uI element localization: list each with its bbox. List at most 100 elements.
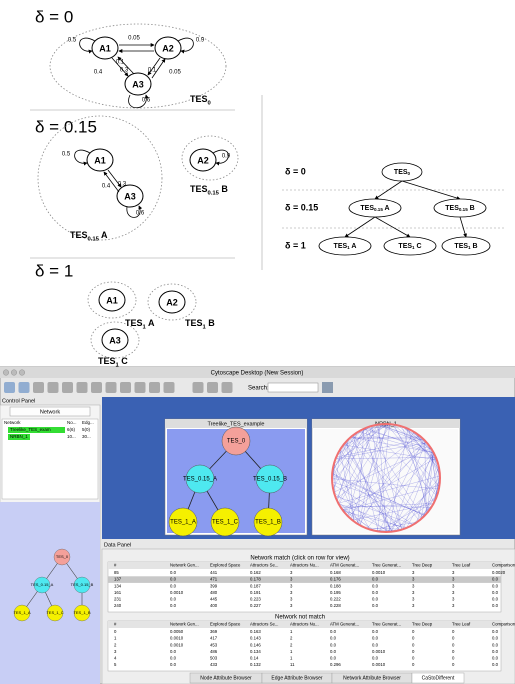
- table-cell[interactable]: 0.162: [250, 570, 261, 575]
- graph-node[interactable]: [185, 464, 215, 494]
- random-edge: [333, 423, 388, 464]
- table-cell[interactable]: 0.0: [492, 603, 499, 608]
- table-cell[interactable]: 3: [290, 597, 293, 602]
- list-highlight[interactable]: [8, 427, 65, 433]
- table-cell[interactable]: 3: [290, 583, 293, 588]
- table-cell: 5: [114, 662, 117, 667]
- table-cell[interactable]: 0.0: [492, 577, 499, 582]
- edge-weight: 0.6: [142, 98, 151, 104]
- table-cell[interactable]: 0.0020: [492, 570, 506, 575]
- state-node: [154, 36, 182, 60]
- table-cell[interactable]: 0.0: [372, 597, 379, 602]
- table-cell[interactable]: 0.195: [330, 590, 341, 595]
- table-cell[interactable]: 0.0: [372, 577, 379, 582]
- label-base: TES: [398, 243, 412, 250]
- label-suffix: B: [471, 243, 478, 250]
- table-cell: 0.0: [170, 656, 177, 661]
- table-cell[interactable]: 3: [452, 570, 455, 575]
- table-cell[interactable]: 3: [412, 583, 415, 588]
- table-cell[interactable]: 0.176: [330, 577, 341, 582]
- edge-weight: 0.5: [62, 152, 71, 158]
- browser-tab[interactable]: [411, 672, 465, 684]
- column-header: #: [114, 563, 117, 568]
- random-edge: [332, 424, 384, 482]
- table-cell[interactable]: 0.0: [170, 577, 177, 582]
- random-edge: [336, 424, 377, 456]
- table-cell[interactable]: 0.178: [250, 577, 261, 582]
- table-cell[interactable]: 240: [114, 603, 122, 608]
- table-cell[interactable]: 445: [210, 597, 218, 602]
- table-cell[interactable]: 3: [412, 603, 415, 608]
- table-cell[interactable]: 0.0: [372, 590, 379, 595]
- table-cell[interactable]: 137: [114, 577, 122, 582]
- table-cell[interactable]: 3: [290, 590, 293, 595]
- table-cell[interactable]: 0.0: [492, 583, 499, 588]
- graph-node-label: TES_1_C: [212, 520, 239, 526]
- table-cell[interactable]: 3: [452, 577, 455, 582]
- window-title: Cytoscape Desktop (New Session): [211, 371, 304, 377]
- random-edge: [350, 424, 389, 520]
- toolbar-icon: [76, 382, 88, 393]
- random-edge: [358, 431, 435, 454]
- table-cell[interactable]: 0.188: [330, 583, 341, 588]
- table: [107, 620, 502, 672]
- table-cell: 0.0: [492, 656, 499, 661]
- table-cell[interactable]: 0.0: [170, 597, 177, 602]
- table-cell[interactable]: 471: [210, 577, 218, 582]
- table-cell[interactable]: 0.0: [492, 590, 499, 595]
- table-cell[interactable]: 134: [114, 583, 122, 588]
- table-cell[interactable]: 3: [412, 597, 415, 602]
- table-cell[interactable]: 3: [290, 577, 293, 582]
- label-suffix: A: [350, 243, 357, 250]
- table-cell[interactable]: 3: [290, 603, 293, 608]
- table-cell: 0.0: [330, 656, 337, 661]
- table-cell[interactable]: 0.0: [170, 583, 177, 588]
- table-cell[interactable]: 3: [412, 577, 415, 582]
- table-cell[interactable]: 0.222: [330, 597, 341, 602]
- table-cell[interactable]: 161: [114, 590, 122, 595]
- table-cell[interactable]: 0.0: [170, 570, 177, 575]
- table-cell[interactable]: 441: [210, 570, 218, 575]
- table-cell[interactable]: 3: [452, 583, 455, 588]
- table-cell[interactable]: 3: [290, 570, 293, 575]
- table-cell[interactable]: 0.0: [170, 603, 177, 608]
- graph-node[interactable]: [210, 507, 240, 537]
- table-cell[interactable]: 0.191: [250, 590, 261, 595]
- table-cell[interactable]: 3: [412, 570, 415, 575]
- table-cell[interactable]: 0.228: [330, 603, 341, 608]
- edge: [107, 169, 122, 188]
- table-cell[interactable]: 0.0: [492, 597, 499, 602]
- table-cell[interactable]: 3: [412, 590, 415, 595]
- table-cell[interactable]: 0.0010: [372, 570, 386, 575]
- table-cell[interactable]: 0.227: [250, 603, 261, 608]
- tree-node-label: TES1 A: [334, 243, 357, 250]
- table-cell[interactable]: 85: [114, 570, 119, 575]
- table-cell[interactable]: 399: [210, 583, 218, 588]
- table-cell[interactable]: 480: [210, 590, 218, 595]
- table-cell: 0.143: [250, 636, 261, 641]
- table-cell[interactable]: 0.0010: [170, 590, 184, 595]
- table-cell[interactable]: 3: [452, 603, 455, 608]
- search-box[interactable]: [267, 382, 319, 393]
- table-cell[interactable]: 0.223: [250, 597, 261, 602]
- graph-node[interactable]: [168, 507, 198, 537]
- table-cell[interactable]: 400: [210, 603, 218, 608]
- graph-node[interactable]: [255, 464, 285, 494]
- table-cell[interactable]: 231: [114, 597, 122, 602]
- table-cell[interactable]: 0.168: [330, 570, 341, 575]
- graph-node[interactable]: [253, 507, 283, 537]
- label-base: TES: [98, 356, 116, 366]
- list-highlight[interactable]: [8, 434, 30, 440]
- label-sub: 0.15: [208, 190, 220, 196]
- table-cell[interactable]: 0.187: [250, 583, 261, 588]
- table-cell[interactable]: 3: [452, 590, 455, 595]
- tab-button[interactable]: [9, 406, 91, 417]
- table-cell[interactable]: 3: [452, 597, 455, 602]
- table-cell[interactable]: 0.0: [372, 603, 379, 608]
- table-cell[interactable]: 0.0: [372, 583, 379, 588]
- graph-node[interactable]: [221, 426, 251, 456]
- table-header: [108, 621, 501, 628]
- random-edge: [336, 435, 420, 499]
- state-node: [116, 184, 144, 208]
- table-cell: 417: [210, 636, 218, 641]
